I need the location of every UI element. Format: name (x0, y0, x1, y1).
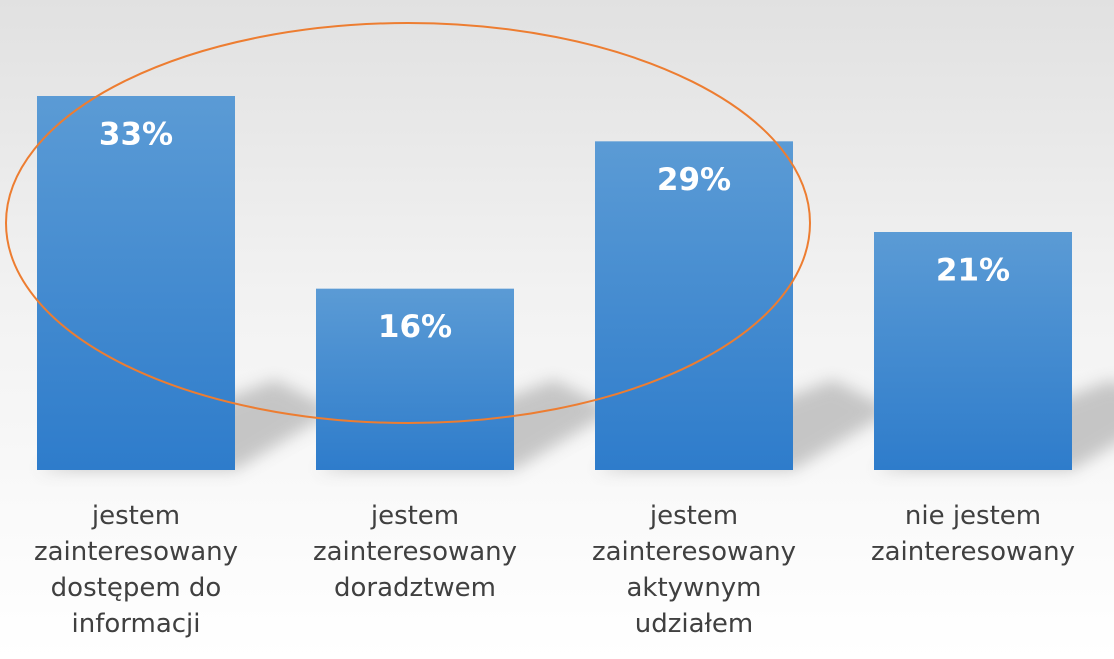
bar (37, 96, 235, 470)
category-label: jestem zainteresowany doradztwem (312, 501, 518, 603)
category-label: jestem zainteresowany dostępem do inform… (33, 501, 239, 639)
bar (874, 232, 1072, 470)
value-label: 21% (936, 253, 1010, 289)
highlight-ellipse (5, 22, 811, 424)
value-label: 16% (378, 309, 452, 345)
value-label: 29% (657, 162, 731, 198)
category-label: jestem zainteresowany aktywnym udziałem (591, 501, 797, 639)
bar (595, 141, 793, 471)
bar (316, 288, 514, 470)
category-label: nie jestem zainteresowany (870, 501, 1076, 567)
value-label: 33% (99, 117, 173, 153)
